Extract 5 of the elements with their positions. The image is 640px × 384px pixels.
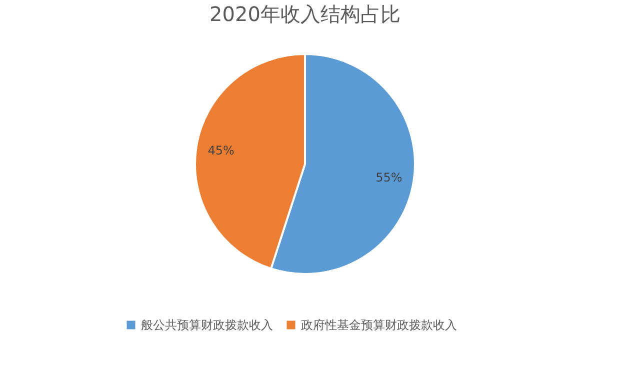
legend-label: 般公共预算财政拨款收入 <box>141 318 273 332</box>
data-label: 55% <box>376 170 402 184</box>
legend-label: 政府性基金预算财政拨款收入 <box>301 318 457 332</box>
chart-title: 2020年收入结构占比 <box>210 2 400 26</box>
data-label: 45% <box>208 144 234 158</box>
